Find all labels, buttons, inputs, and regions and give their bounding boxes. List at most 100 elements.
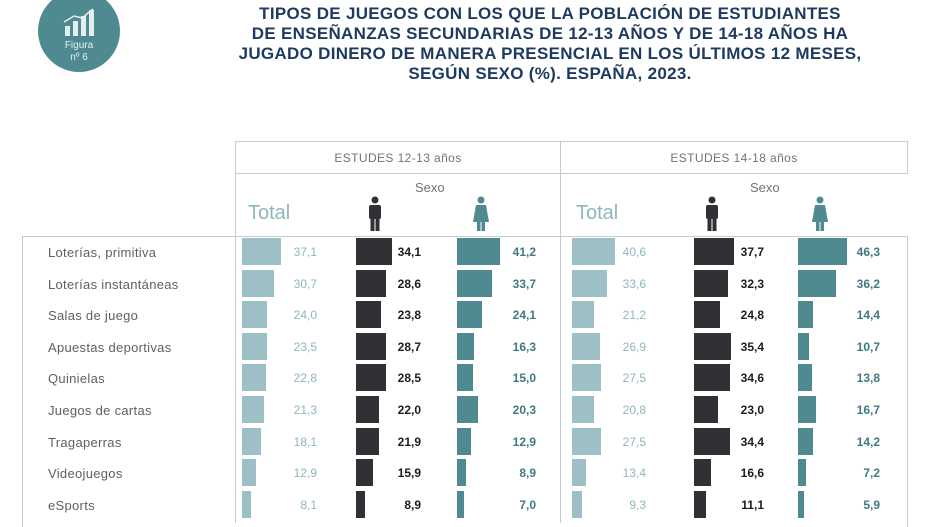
bar-mujeres bbox=[798, 396, 816, 423]
bar-total bbox=[572, 364, 601, 392]
value-label: 41,2 bbox=[512, 245, 536, 259]
value-label: 34,4 bbox=[740, 434, 764, 449]
figure-badge: Figura nº 6 bbox=[38, 0, 120, 72]
value-label: 16,3 bbox=[512, 339, 536, 354]
bar-mujeres bbox=[457, 238, 501, 265]
value-label: 15,0 bbox=[512, 371, 536, 386]
value-label: 14,2 bbox=[856, 434, 880, 449]
bar-total bbox=[572, 269, 608, 297]
value-label: 32,3 bbox=[740, 276, 764, 291]
bar-hombres bbox=[356, 490, 366, 518]
bar-mujeres bbox=[798, 459, 806, 487]
bar-hombres bbox=[356, 427, 379, 455]
column-divider bbox=[235, 173, 236, 523]
column-divider bbox=[560, 173, 561, 523]
bar-total bbox=[242, 490, 251, 518]
badge-line2: nº 6 bbox=[70, 52, 88, 63]
value-label: 28,5 bbox=[397, 371, 421, 386]
bar-total bbox=[572, 332, 601, 360]
value-label: 33,6 bbox=[622, 276, 646, 291]
value-label: 16,6 bbox=[740, 466, 764, 481]
bar-mujeres bbox=[798, 490, 805, 518]
bar-hombres bbox=[694, 332, 732, 360]
value-label: 22,8 bbox=[293, 371, 317, 386]
bar-hombres bbox=[356, 396, 380, 423]
value-label: 22,0 bbox=[397, 403, 421, 417]
bar-mujeres bbox=[457, 490, 465, 518]
male-icon bbox=[706, 196, 718, 231]
category-label: Videojuegos bbox=[48, 466, 123, 482]
female-icon bbox=[473, 196, 489, 231]
value-label: 24,1 bbox=[512, 308, 536, 323]
category-label: Quinielas bbox=[48, 371, 105, 387]
value-label: 27,5 bbox=[622, 434, 646, 449]
value-label: 23,5 bbox=[293, 339, 317, 354]
bar-hombres bbox=[356, 238, 392, 265]
value-label: 24,0 bbox=[293, 308, 317, 323]
value-label: 7,2 bbox=[863, 466, 880, 481]
value-label: 21,2 bbox=[622, 308, 646, 323]
bar-mujeres bbox=[457, 396, 479, 423]
bar-hombres bbox=[694, 364, 731, 392]
bar-mujeres bbox=[457, 332, 475, 360]
value-label: 21,3 bbox=[293, 403, 317, 417]
bar-mujeres bbox=[798, 238, 847, 265]
bar-total bbox=[242, 364, 266, 392]
bar-mujeres bbox=[798, 301, 814, 329]
value-label: 23,8 bbox=[397, 308, 421, 323]
badge-line1: Figura bbox=[64, 40, 94, 51]
value-label: 8,1 bbox=[300, 497, 317, 512]
value-label: 34,6 bbox=[740, 371, 764, 386]
bar-mujeres bbox=[457, 459, 467, 487]
category-label: Salas de juego bbox=[48, 308, 139, 324]
group-header-12-13: ESTUDES 12-13 años bbox=[235, 141, 561, 174]
category-label: Loterías instantáneas bbox=[48, 276, 179, 292]
bar-hombres bbox=[694, 396, 719, 423]
bar-total bbox=[572, 396, 594, 423]
value-label: 21,9 bbox=[397, 434, 421, 449]
bar-hombres bbox=[694, 490, 706, 518]
value-label: 11,1 bbox=[741, 497, 764, 512]
category-label: Apuestas deportivas bbox=[48, 339, 172, 355]
bar-hombres bbox=[694, 238, 734, 265]
value-label: 15,9 bbox=[397, 466, 421, 481]
value-label: 37,1 bbox=[293, 245, 317, 259]
bar-mujeres bbox=[457, 269, 493, 297]
value-label: 24,8 bbox=[740, 308, 764, 323]
bar-mujeres bbox=[457, 364, 473, 392]
value-label: 5,9 bbox=[863, 497, 880, 512]
title-line: JUGADO DINERO DE MANERA PRESENCIAL EN LO… bbox=[238, 44, 862, 63]
bar-chart-icon bbox=[63, 8, 94, 36]
value-label: 20,3 bbox=[512, 403, 536, 417]
bar-total bbox=[242, 332, 267, 360]
bar-hombres bbox=[356, 269, 387, 297]
bar-mujeres bbox=[798, 364, 813, 392]
bar-hombres bbox=[694, 459, 712, 487]
bar-total bbox=[572, 238, 615, 265]
bar-total bbox=[242, 301, 268, 329]
male-icon bbox=[369, 196, 381, 231]
sexo-label-14-18: Sexo bbox=[750, 180, 780, 195]
value-label: 30,7 bbox=[293, 276, 317, 291]
value-label: 12,9 bbox=[293, 466, 317, 481]
bar-mujeres bbox=[798, 427, 813, 455]
value-label: 34,1 bbox=[397, 245, 421, 259]
value-label: 8,9 bbox=[404, 497, 421, 512]
bar-total bbox=[242, 269, 275, 297]
category-label: eSports bbox=[48, 497, 95, 513]
bar-hombres bbox=[356, 332, 387, 360]
value-label: 20,8 bbox=[622, 403, 646, 417]
title-line: TIPOS DE JUEGOS CON LOS QUE LA POBLACIÓN… bbox=[259, 4, 841, 23]
value-label: 14,4 bbox=[856, 308, 880, 323]
value-label: 16,7 bbox=[856, 403, 880, 417]
bar-total bbox=[242, 238, 281, 265]
category-label: Loterías, primitiva bbox=[48, 245, 157, 260]
group-header-14-18: ESTUDES 14-18 años bbox=[560, 141, 908, 174]
value-label: 26,9 bbox=[622, 339, 646, 354]
bar-total bbox=[572, 490, 582, 518]
female-icon bbox=[812, 196, 828, 231]
value-label: 13,4 bbox=[622, 466, 646, 481]
value-label: 46,3 bbox=[856, 245, 880, 259]
value-label: 35,4 bbox=[740, 339, 764, 354]
bar-mujeres bbox=[798, 269, 836, 297]
